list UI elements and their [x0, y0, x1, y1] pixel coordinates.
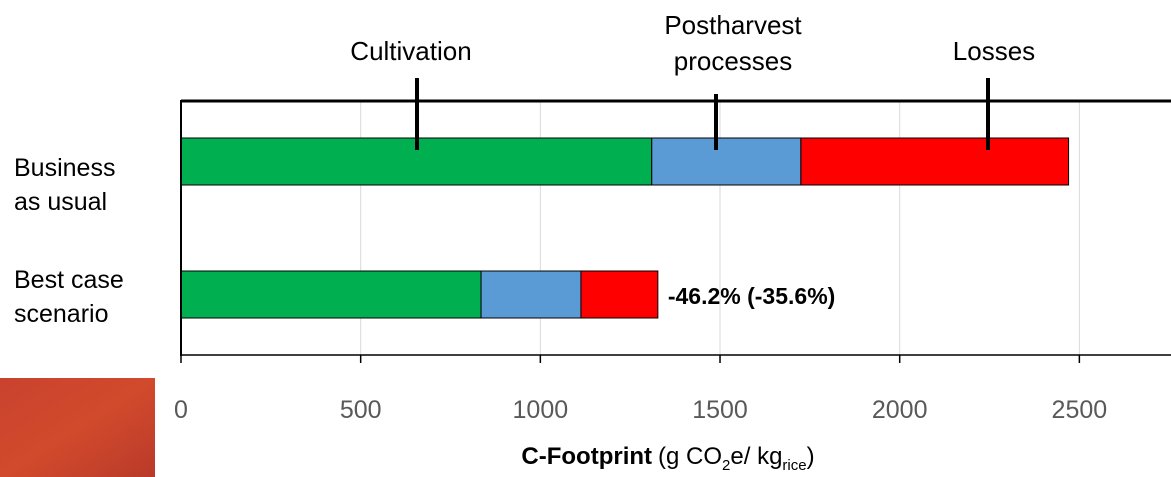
x-axis-label-part: C-Footprint	[521, 443, 652, 470]
x-tick-label: 0	[174, 396, 188, 424]
category-label: Business as usual	[14, 151, 132, 219]
x-axis-label-part: e/ kg	[730, 443, 782, 470]
series-label: Cultivation	[350, 36, 471, 66]
bar-segment	[581, 271, 658, 318]
x-axis-label-part: (g CO	[658, 443, 722, 470]
x-axis-label-part: 2	[722, 457, 730, 474]
category-label: Best case scenario	[14, 263, 132, 331]
bar-segment	[801, 138, 1069, 185]
chart: 0 500 1000 1500 2000 2500 Cultivation Postharve…	[0, 0, 1171, 477]
photo	[0, 378, 155, 477]
x-tick-label: 1000	[513, 396, 569, 424]
bar-segment	[652, 138, 801, 185]
x-tick-label: 2500	[1052, 396, 1108, 424]
page: 0 500 1000 1500 2000 2500 Cultivation Postharve…	[0, 0, 1171, 477]
x-tick-label: 500	[340, 396, 382, 424]
x-axis-label-part: rice	[782, 457, 806, 474]
x-axis-label: C-Footprint(g CO2e/ kgrice)	[521, 443, 814, 474]
bar-segment	[481, 271, 581, 318]
x-tick-label: 1500	[692, 396, 748, 424]
series-label: Losses	[953, 36, 1035, 66]
x-tick-label: 2000	[872, 396, 928, 424]
bar-segment	[181, 271, 481, 318]
annotation: -46.2% (-35.6%)	[668, 283, 835, 309]
x-axis-label-part: )	[807, 443, 815, 470]
